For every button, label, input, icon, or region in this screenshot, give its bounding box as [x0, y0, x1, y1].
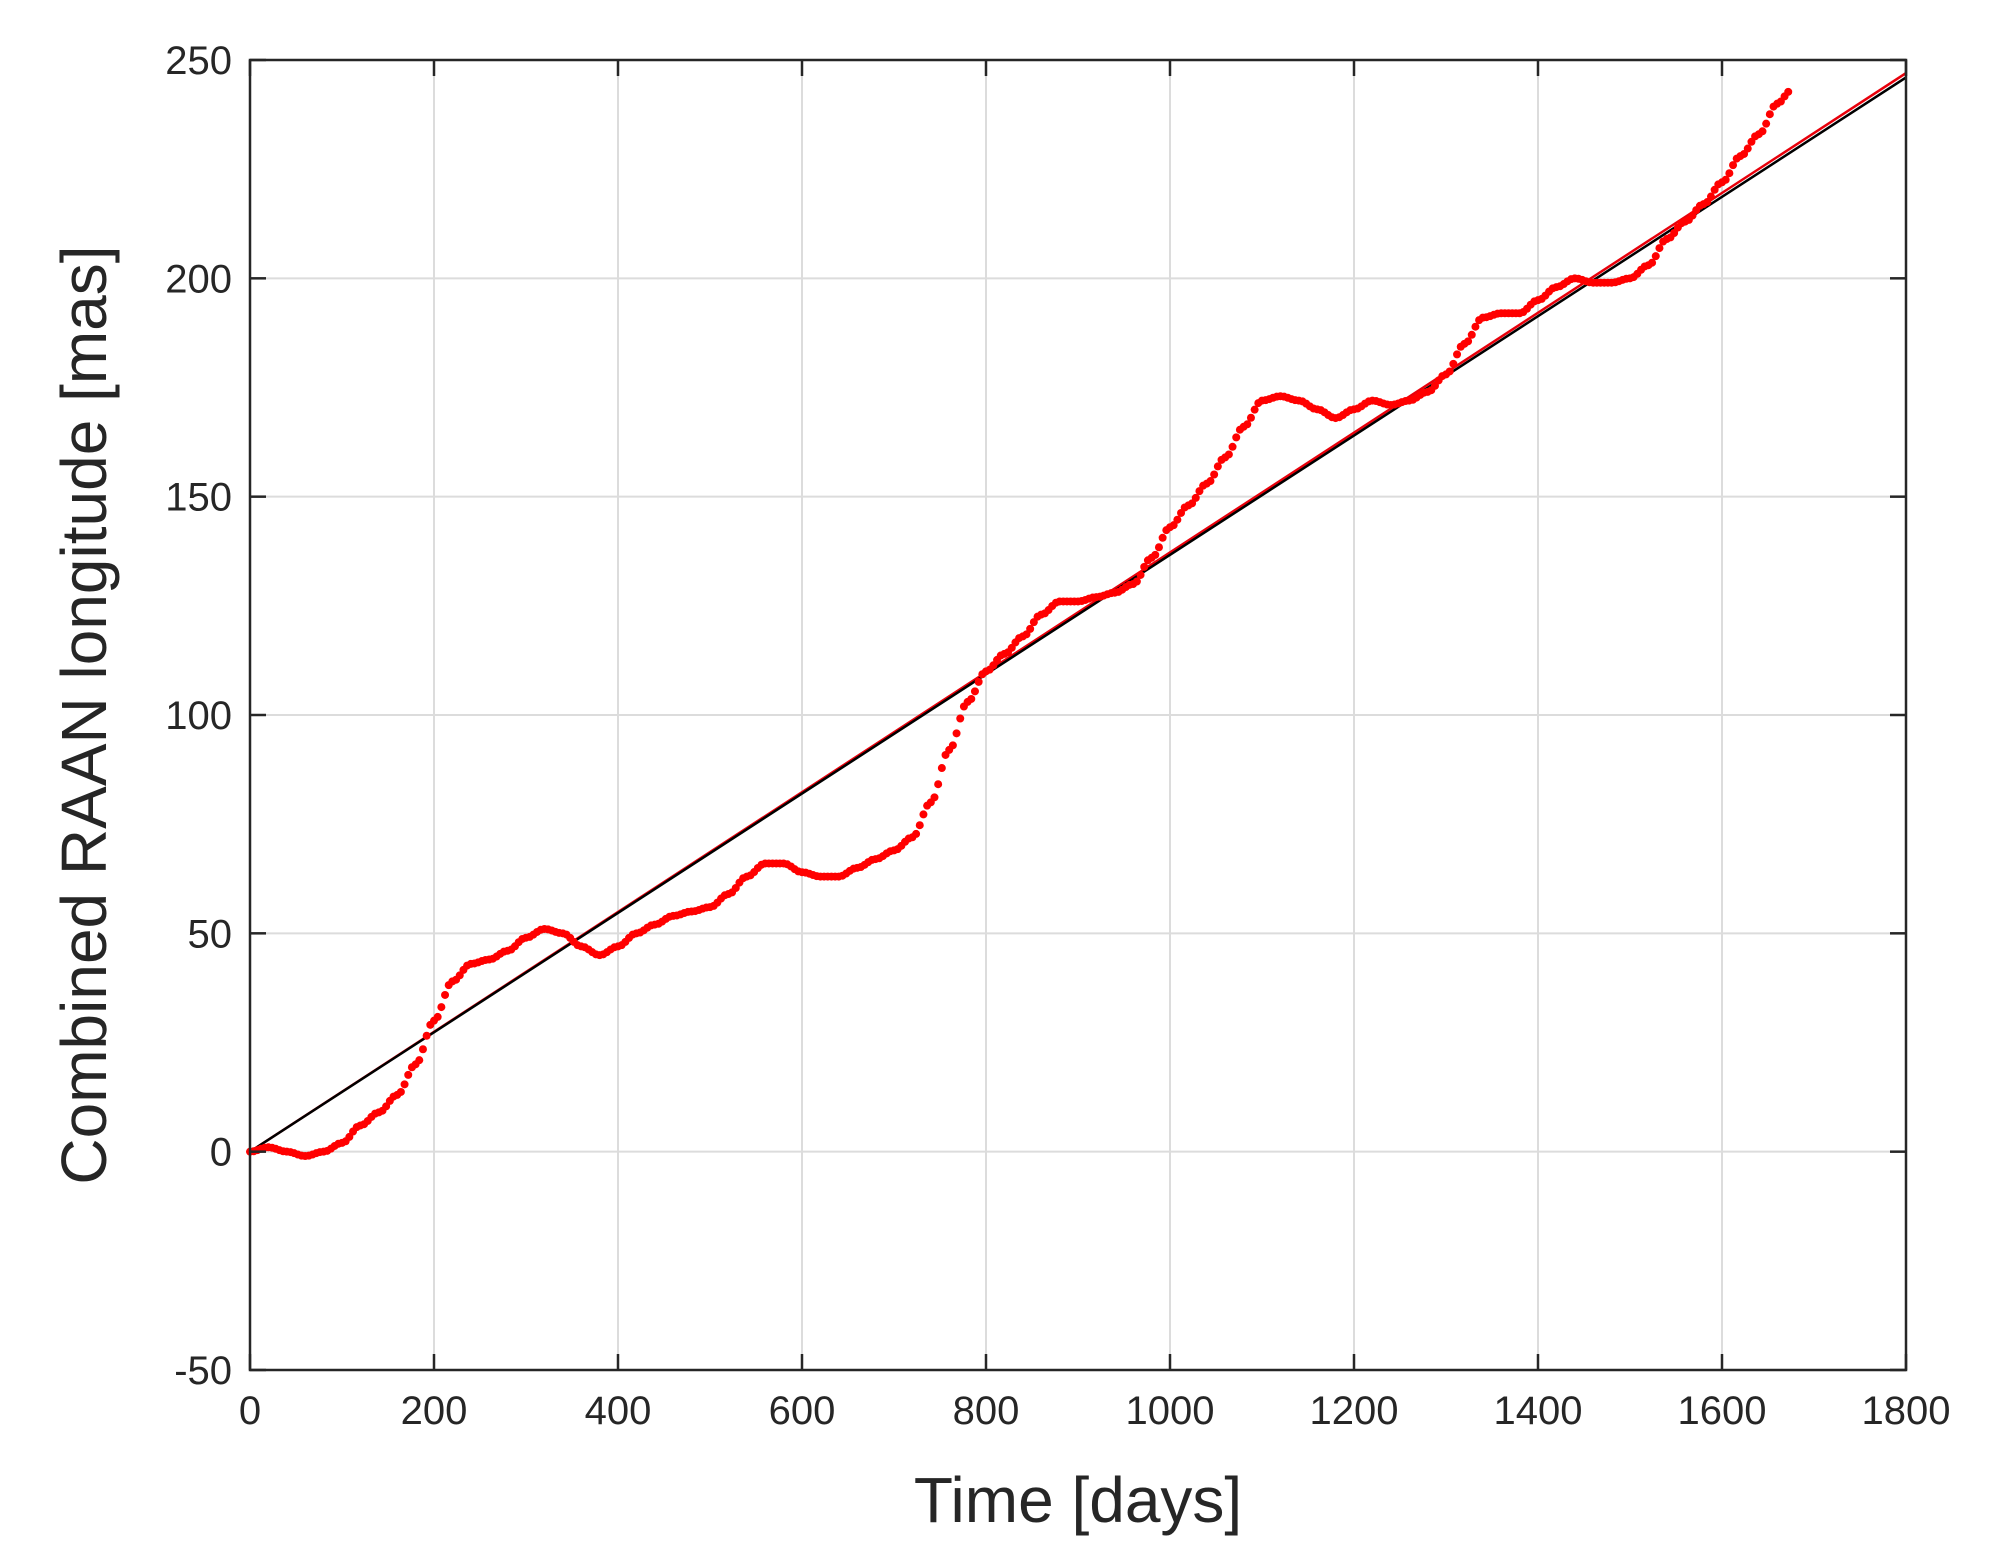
data-point — [1445, 367, 1454, 376]
data-point — [912, 829, 921, 838]
data-point — [1213, 462, 1222, 471]
data-point — [1758, 127, 1767, 136]
data-point — [1765, 110, 1774, 119]
data-point — [400, 1080, 409, 1089]
data-point — [1725, 169, 1734, 178]
data-point — [934, 780, 943, 789]
data-point — [396, 1087, 405, 1096]
data-point — [974, 677, 983, 686]
y-tick-label: 250 — [165, 39, 232, 83]
x-tick-label: 400 — [585, 1389, 652, 1433]
data-point — [437, 1003, 446, 1012]
data-point — [956, 714, 965, 723]
data-point — [1762, 119, 1771, 128]
data-point — [1449, 359, 1458, 368]
data-point — [1210, 470, 1219, 479]
data-point — [1471, 322, 1480, 331]
y-tick-label: -50 — [174, 1349, 232, 1393]
data-point — [422, 1031, 431, 1040]
data-point — [1158, 533, 1167, 542]
data-point — [948, 741, 957, 750]
x-tick-label: 1400 — [1494, 1389, 1583, 1433]
data-point — [415, 1056, 424, 1065]
data-point — [919, 810, 928, 819]
data-point — [1151, 550, 1160, 559]
data-point — [1136, 570, 1145, 579]
data-point — [1655, 244, 1664, 253]
tick-labels: 0 200 400 600 800 1000 1200 1400 1600 1800-500501… — [165, 39, 1950, 1433]
data-point — [1191, 493, 1200, 502]
data-point — [1743, 144, 1752, 153]
x-tick-label: 1200 — [1310, 1389, 1399, 1433]
data-point — [1228, 442, 1237, 451]
data-point — [970, 687, 979, 696]
y-tick-label: 0 — [210, 1131, 232, 1175]
x-tick-label: 800 — [953, 1389, 1020, 1433]
data-point — [418, 1045, 427, 1054]
data-point — [1026, 624, 1035, 633]
black-fit-line — [250, 76, 1906, 1153]
data-point — [1173, 515, 1182, 524]
data-point — [1154, 543, 1163, 552]
y-tick-label: 200 — [165, 257, 232, 301]
y-axis-label: Combined RAAN longitude [mas] — [48, 245, 120, 1184]
x-tick-label: 600 — [769, 1389, 836, 1433]
ticks — [248, 58, 1908, 1372]
grid — [250, 60, 1906, 1370]
y-tick-label: 100 — [165, 694, 232, 738]
data-point — [1246, 413, 1255, 422]
data-point — [441, 990, 450, 999]
data-point — [1140, 562, 1149, 571]
data-point — [1232, 433, 1241, 442]
data-point — [1224, 450, 1233, 459]
data-point — [1648, 258, 1657, 267]
data-point — [1250, 405, 1259, 414]
x-tick-label: 200 — [401, 1389, 468, 1433]
data-point — [915, 821, 924, 830]
data-point — [1784, 87, 1793, 96]
data-point — [1721, 175, 1730, 184]
x-tick-label: 0 — [239, 1389, 261, 1433]
data-point — [1651, 252, 1660, 261]
data-point — [937, 764, 946, 773]
fit-lines — [250, 72, 1906, 1153]
x-tick-label: 1600 — [1678, 1389, 1767, 1433]
data-point — [930, 793, 939, 802]
data-point — [404, 1070, 413, 1079]
data-point — [1467, 330, 1476, 339]
data-point — [1729, 161, 1738, 170]
data-point — [1243, 420, 1252, 429]
data-point — [1206, 477, 1215, 486]
x-axis-label: Time [days] — [914, 1464, 1242, 1536]
x-tick-label: 1000 — [1126, 1389, 1215, 1433]
x-tick-label: 1800 — [1862, 1389, 1951, 1433]
data-point — [952, 729, 961, 738]
data-point — [967, 694, 976, 703]
data-point — [1706, 192, 1715, 201]
data-point — [1132, 577, 1141, 586]
data-point — [1464, 337, 1473, 346]
data-point — [433, 1012, 442, 1021]
y-tick-label: 150 — [165, 476, 232, 520]
y-tick-label: 50 — [188, 912, 233, 956]
data-point — [1453, 350, 1462, 359]
